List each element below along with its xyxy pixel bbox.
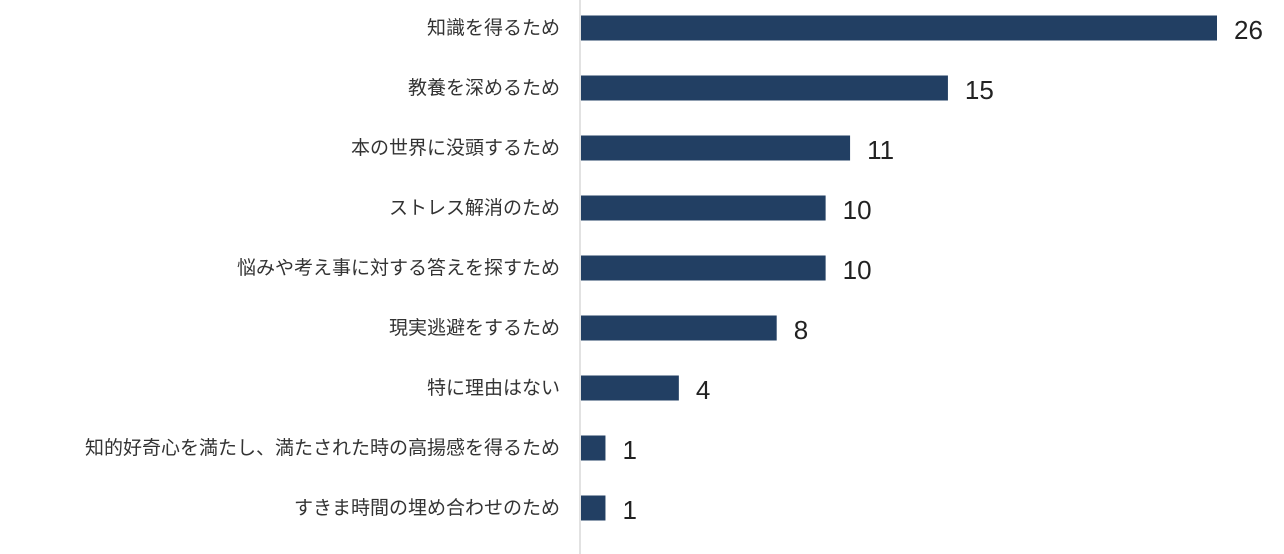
category-label: ストレス解消のため (389, 197, 560, 219)
category-label: すきま時間の埋め合わせのため (294, 497, 560, 519)
data-label: 1 (622, 435, 636, 465)
data-label: 1 (622, 495, 636, 525)
bar (581, 195, 826, 221)
category-label: 悩みや考え事に対する答えを探すため (237, 257, 560, 279)
bar (581, 315, 777, 341)
data-label: 8 (794, 315, 808, 345)
category-label: 教養を深めるため (408, 77, 560, 99)
data-label: 10 (843, 195, 872, 225)
bar (581, 135, 851, 161)
category-label: 特に理由はない (427, 377, 560, 399)
category-labels-group: 知識を得るため教養を深めるため本の世界に没頭するためストレス解消のため悩みや考え… (85, 17, 560, 519)
category-label: 知識を得るため (427, 17, 560, 39)
bars-group (581, 15, 1217, 521)
bar (581, 495, 606, 521)
category-label: 現実逃避をするため (389, 317, 560, 339)
bar (581, 75, 948, 101)
data-label: 10 (843, 255, 872, 285)
data-label: 15 (965, 75, 994, 105)
bar (581, 15, 1217, 41)
data-label: 11 (867, 135, 894, 165)
category-label: 知的好奇心を満たし、満たされた時の高揚感を得るため (85, 437, 560, 459)
data-label: 26 (1234, 15, 1263, 45)
data-label: 4 (696, 375, 710, 405)
category-label: 本の世界に没頭するため (351, 137, 560, 159)
bar (581, 255, 826, 281)
bar (581, 375, 679, 401)
bar (581, 435, 606, 461)
